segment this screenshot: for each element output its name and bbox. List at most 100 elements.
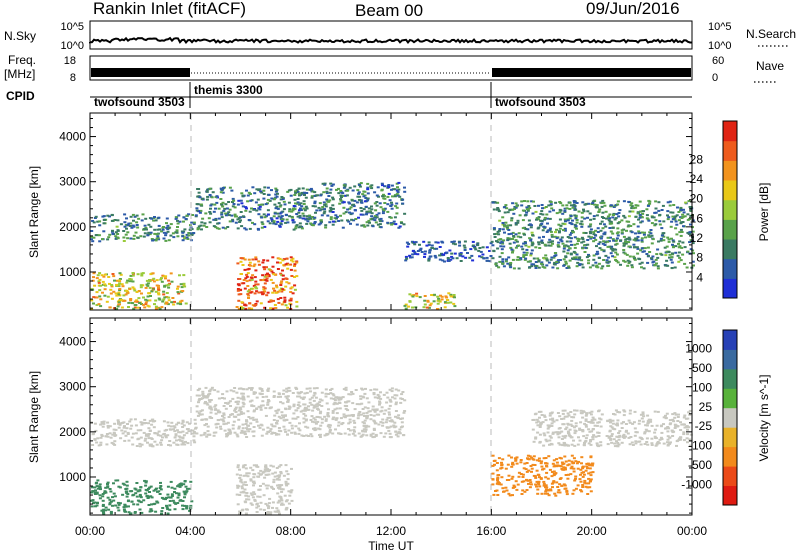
heatmap-cell bbox=[261, 293, 265, 296]
heatmap-cell bbox=[328, 426, 332, 429]
heatmap-cell bbox=[574, 425, 578, 428]
heatmap-cell bbox=[174, 217, 178, 220]
heatmap-cell bbox=[111, 433, 115, 436]
heatmap-cell bbox=[248, 302, 252, 305]
power-colorbar-tick: 28 bbox=[690, 152, 704, 166]
heatmap-cell bbox=[248, 279, 252, 282]
heatmap-cell bbox=[672, 246, 675, 249]
heatmap-cell bbox=[570, 223, 574, 226]
heatmap-cell bbox=[284, 482, 288, 485]
heatmap-cell bbox=[565, 267, 569, 269]
heatmap-cell bbox=[93, 438, 97, 441]
heatmap-cell bbox=[156, 434, 160, 437]
freq-tick-bottom: 8 bbox=[70, 72, 76, 84]
heatmap-cell bbox=[289, 188, 293, 191]
heatmap-cell bbox=[507, 229, 511, 231]
heatmap-cell bbox=[626, 432, 630, 435]
heatmap-cell bbox=[427, 306, 431, 309]
heatmap-cell bbox=[598, 247, 602, 250]
heatmap-cell bbox=[544, 484, 548, 487]
heatmap-cell bbox=[243, 488, 247, 491]
power-colorbar-tick: 20 bbox=[690, 192, 704, 206]
heatmap-cell bbox=[364, 430, 367, 433]
heatmap-cell bbox=[655, 424, 659, 427]
heatmap-cell bbox=[578, 439, 582, 442]
heatmap-cell bbox=[162, 290, 166, 293]
heatmap-cell bbox=[293, 263, 297, 266]
heatmap-cell bbox=[551, 462, 555, 465]
heatmap-cell bbox=[396, 186, 399, 189]
heatmap-cell bbox=[452, 240, 456, 243]
heatmap-cell bbox=[251, 469, 255, 472]
heatmap-cell bbox=[542, 482, 546, 485]
heatmap-cell bbox=[526, 479, 530, 482]
heatmap-cell bbox=[606, 236, 610, 239]
heatmap-cell bbox=[509, 266, 513, 269]
heatmap-cell bbox=[276, 212, 280, 215]
heatmap-cell bbox=[276, 261, 279, 264]
heatmap-cell bbox=[372, 435, 376, 438]
heatmap-cell bbox=[590, 430, 594, 433]
heatmap-cell bbox=[246, 290, 250, 293]
heatmap-cell bbox=[179, 482, 183, 485]
heatmap-cell bbox=[571, 492, 575, 495]
heatmap-cell bbox=[173, 487, 177, 490]
heatmap-cell bbox=[434, 256, 438, 259]
heatmap-cell bbox=[212, 434, 216, 437]
heatmap-cell bbox=[527, 205, 531, 207]
heatmap-cell bbox=[161, 228, 165, 231]
heatmap-cell bbox=[637, 257, 641, 260]
heatmap-cell bbox=[267, 400, 271, 403]
heatmap-cell bbox=[544, 457, 548, 459]
heatmap-cell bbox=[313, 202, 317, 205]
heatmap-cell bbox=[384, 432, 388, 435]
heatmap-cell bbox=[357, 216, 360, 219]
heatmap-cell bbox=[682, 208, 685, 211]
heatmap-cell bbox=[670, 261, 674, 264]
heatmap-cell bbox=[615, 213, 619, 216]
heatmap-cell bbox=[632, 243, 636, 246]
heatmap-cell bbox=[692, 264, 695, 267]
heatmap-cell bbox=[441, 259, 445, 262]
heatmap-cell bbox=[474, 248, 478, 251]
heatmap-cell bbox=[575, 219, 579, 221]
heatmap-cell bbox=[349, 222, 352, 225]
heatmap-cell bbox=[272, 299, 275, 302]
heatmap-cell bbox=[392, 424, 396, 427]
heatmap-cell bbox=[221, 205, 225, 208]
heatmap-cell bbox=[195, 394, 199, 397]
heatmap-cell bbox=[372, 392, 376, 394]
heatmap-cell bbox=[390, 184, 394, 187]
heatmap-cell bbox=[679, 421, 682, 424]
heatmap-cell bbox=[543, 434, 547, 437]
heatmap-cell bbox=[233, 409, 237, 412]
heatmap-cell bbox=[566, 245, 570, 248]
heatmap-cell bbox=[123, 299, 127, 302]
heatmap-cell bbox=[615, 242, 619, 245]
heatmap-cell bbox=[231, 218, 235, 221]
heatmap-cell bbox=[366, 192, 370, 195]
heatmap-cell bbox=[148, 430, 152, 432]
heatmap-cell bbox=[630, 441, 634, 444]
heatmap-cell bbox=[150, 290, 154, 293]
heatmap-cell bbox=[331, 204, 335, 207]
heatmap-cell bbox=[290, 259, 293, 262]
heatmap-cell bbox=[245, 207, 248, 210]
heatmap-cell bbox=[401, 202, 405, 205]
heatmap-cell bbox=[567, 265, 571, 268]
heatmap-cell bbox=[570, 460, 574, 463]
heatmap-cell bbox=[106, 421, 110, 424]
heatmap-cell bbox=[563, 466, 567, 469]
heatmap-cell bbox=[157, 297, 161, 300]
heatmap-cell bbox=[526, 228, 530, 231]
heatmap-cell bbox=[689, 214, 693, 217]
heatmap-cell bbox=[276, 419, 279, 422]
heatmap-cell bbox=[224, 407, 228, 410]
heatmap-cell bbox=[515, 488, 519, 491]
heatmap-cell bbox=[357, 414, 361, 417]
heatmap-cell bbox=[560, 236, 564, 239]
heatmap-cell bbox=[507, 233, 511, 236]
heatmap-cell bbox=[237, 299, 241, 302]
heatmap-cell bbox=[211, 191, 215, 194]
heatmap-cell bbox=[576, 484, 580, 487]
